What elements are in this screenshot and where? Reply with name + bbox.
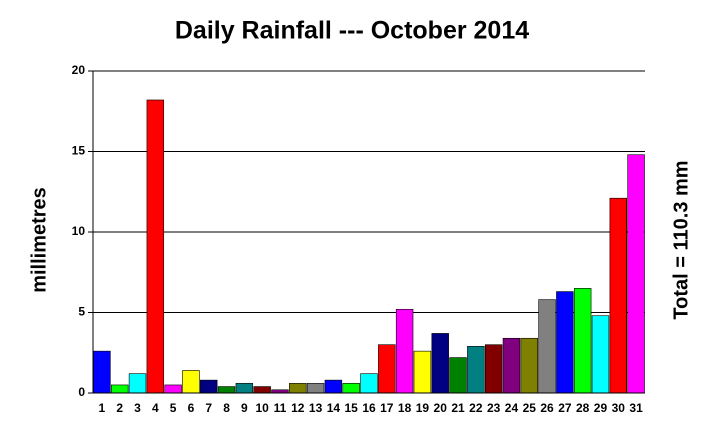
y-tick-label: 5	[78, 305, 85, 319]
x-tick-label: 12	[291, 401, 305, 415]
bar	[93, 350, 111, 394]
bar	[217, 386, 236, 394]
x-tick-label: 9	[241, 401, 248, 415]
y-tick-label: 15	[72, 144, 86, 158]
x-tick-label: 13	[309, 401, 323, 415]
total-annotation: Total = 110.3 mm	[670, 160, 692, 319]
bar	[573, 288, 592, 394]
bar	[128, 373, 147, 394]
x-tick-label: 11	[274, 401, 287, 415]
bar	[164, 384, 182, 394]
bar	[253, 386, 271, 394]
bar	[449, 357, 467, 394]
bar	[306, 383, 325, 394]
x-tick-label: 3	[134, 401, 141, 415]
x-tick-label: 23	[487, 401, 501, 415]
bar	[235, 383, 254, 394]
bar	[146, 99, 165, 394]
x-tick-label: 31	[629, 401, 643, 415]
x-tick-label: 6	[188, 401, 195, 415]
x-tick-label: 5	[170, 401, 177, 415]
bar	[395, 308, 414, 394]
bar	[627, 154, 645, 394]
bar	[200, 379, 218, 394]
bar	[520, 337, 538, 394]
y-tick-label: 10	[72, 224, 86, 238]
x-tick-label: 27	[558, 401, 572, 415]
x-tick-label: 28	[576, 401, 590, 415]
x-tick-label: 19	[416, 401, 430, 415]
x-tick-label: 7	[205, 401, 212, 415]
x-tick-label: 1	[99, 401, 106, 415]
x-tick-label: 2	[116, 401, 123, 415]
x-tick-label: 29	[594, 401, 608, 415]
bar	[413, 350, 432, 394]
chart-title: Daily Rainfall --- October 2014	[175, 17, 529, 45]
x-tick-label: 17	[380, 401, 394, 415]
bar	[538, 299, 556, 394]
y-tick-label: 20	[72, 63, 86, 77]
x-tick-label: 26	[540, 401, 554, 415]
bar	[182, 370, 200, 394]
x-tick-label: 4	[152, 401, 159, 415]
x-tick-label: 21	[451, 401, 465, 415]
bar	[609, 197, 627, 394]
y-tick-label: 0	[78, 385, 85, 399]
bar	[467, 346, 485, 394]
x-tick-label: 18	[398, 401, 412, 415]
bar	[484, 344, 503, 394]
bar	[111, 384, 129, 394]
x-tick-label: 25	[523, 401, 537, 415]
bar	[289, 383, 307, 394]
x-tick-label: 14	[327, 401, 341, 415]
x-tick-label: 16	[362, 401, 376, 415]
y-axis-label: millimetres	[28, 187, 50, 293]
x-tick-label: 22	[469, 401, 483, 415]
x-tick-label: 24	[505, 401, 519, 415]
bar	[591, 315, 610, 394]
bar	[360, 373, 378, 394]
bar	[502, 337, 521, 394]
bar	[431, 333, 449, 394]
bar	[378, 344, 396, 394]
bar	[324, 379, 343, 394]
x-tick-label: 30	[612, 401, 626, 415]
bar	[556, 291, 574, 394]
x-tick-label: 8	[223, 401, 230, 415]
bar	[342, 383, 360, 394]
x-tick-label: 20	[434, 401, 448, 415]
x-tick-label: 15	[345, 401, 359, 415]
x-tick-label: 10	[255, 401, 269, 415]
